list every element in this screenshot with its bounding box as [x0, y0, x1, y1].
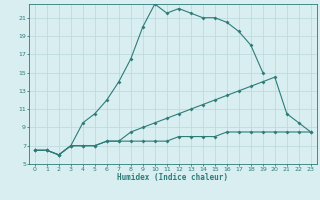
X-axis label: Humidex (Indice chaleur): Humidex (Indice chaleur) — [117, 173, 228, 182]
